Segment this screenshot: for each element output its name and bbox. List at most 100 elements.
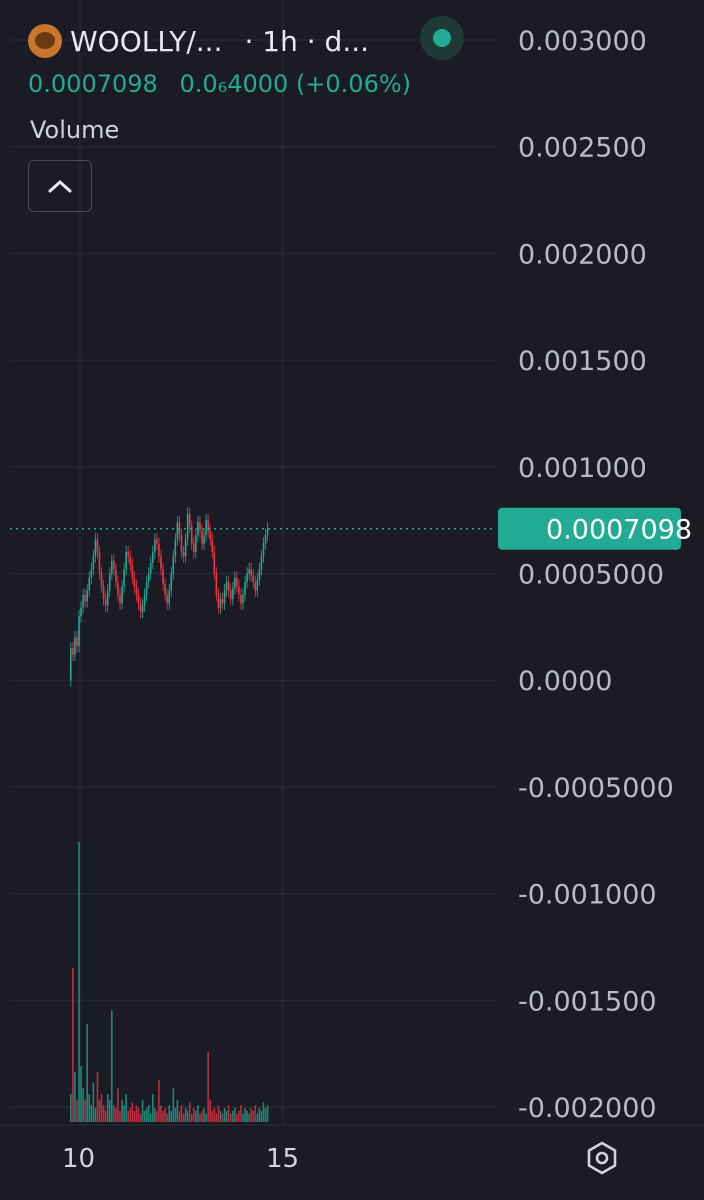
volume-bar xyxy=(149,1113,152,1122)
volume-bar xyxy=(242,1113,244,1122)
candle xyxy=(137,594,140,604)
candle xyxy=(145,582,148,595)
y-tick-label: 0.002500 xyxy=(518,133,647,164)
volume-indicator-label[interactable]: Volume xyxy=(30,116,120,144)
candle xyxy=(260,556,263,570)
volume-bar xyxy=(160,1105,162,1122)
candle xyxy=(74,637,76,655)
candle xyxy=(76,637,78,647)
candle xyxy=(139,603,142,612)
y-tick-label: 0.002000 xyxy=(518,239,647,270)
volume-bar xyxy=(127,1110,129,1122)
chevron-up-icon xyxy=(48,180,72,193)
candle xyxy=(219,599,222,608)
collapse-indicators-button[interactable] xyxy=(28,160,92,212)
candle xyxy=(78,616,80,647)
candle xyxy=(80,607,82,617)
symbol-label[interactable]: WOOLLY/... xyxy=(70,24,223,58)
volume-bar xyxy=(131,1102,134,1122)
volume-bar xyxy=(158,1080,160,1122)
volume-bar xyxy=(84,1099,86,1122)
candle xyxy=(190,526,193,544)
candle xyxy=(250,569,252,576)
candle xyxy=(121,586,123,604)
volume-bar xyxy=(72,968,74,1122)
chart-header[interactable]: WOOLLY/... · 1h · d... xyxy=(28,22,369,60)
candle xyxy=(209,530,211,540)
candle xyxy=(238,586,240,595)
volume-bar xyxy=(108,1099,111,1122)
candle xyxy=(102,586,105,600)
candle xyxy=(96,539,99,553)
volume-bar xyxy=(90,1105,93,1122)
volume-bar xyxy=(188,1102,191,1122)
volume-bar xyxy=(145,1108,148,1122)
candle xyxy=(186,513,189,540)
volume-bar xyxy=(250,1108,252,1122)
y-tick-label: -0.002000 xyxy=(518,1093,657,1124)
current-price-tag-text: 0.0007098 xyxy=(546,515,692,546)
candle xyxy=(152,552,154,563)
volume-bar xyxy=(209,1099,211,1122)
volume-bar xyxy=(135,1105,138,1122)
candle xyxy=(100,573,103,587)
candle xyxy=(254,582,257,591)
candle xyxy=(106,590,109,606)
volume-bar xyxy=(213,1108,216,1122)
chart-settings-icon[interactable] xyxy=(584,1140,620,1176)
volume-bar xyxy=(203,1108,205,1122)
candle xyxy=(205,520,207,536)
y-tick-label: 0.0000 xyxy=(518,666,612,697)
volume-bar xyxy=(248,1113,250,1122)
volume-bar xyxy=(260,1110,263,1122)
candle xyxy=(160,556,162,570)
volume-bar xyxy=(266,1105,269,1122)
price-summary: 0.0007098 0.0₆4000 (+0.06%) xyxy=(28,70,425,98)
candle xyxy=(104,599,107,606)
interval-label[interactable]: · 1h · d... xyxy=(244,24,370,58)
candle xyxy=(188,513,191,527)
candle xyxy=(180,535,183,553)
candle xyxy=(236,577,238,587)
candle xyxy=(123,569,125,587)
volume-bar xyxy=(207,1052,209,1122)
status-dot-icon xyxy=(433,29,451,47)
price-axis[interactable]: 0.003000 0.002500 0.002000 0.001500 0.001000… xyxy=(518,26,674,1124)
candle xyxy=(92,556,95,570)
current-price-tag: 0.0007098 xyxy=(498,507,692,550)
volume-bar xyxy=(221,1113,224,1122)
volume-bar xyxy=(190,1113,193,1122)
candle xyxy=(162,569,164,585)
candle xyxy=(258,569,261,580)
volume-bar xyxy=(123,1105,125,1122)
candle xyxy=(94,539,97,557)
candle xyxy=(234,577,236,589)
volume-bar xyxy=(172,1088,175,1122)
volume-bar xyxy=(246,1110,248,1122)
volume-bar xyxy=(193,1108,195,1122)
candle xyxy=(170,573,173,591)
candle xyxy=(264,535,267,544)
last-price: 0.0007098 xyxy=(28,70,158,98)
volume-bar xyxy=(115,1108,117,1122)
volume-bar xyxy=(76,1099,78,1122)
candle xyxy=(213,552,216,574)
candle xyxy=(115,569,117,583)
volume-bar xyxy=(174,1108,177,1122)
candle xyxy=(113,560,115,570)
candles xyxy=(70,507,269,687)
volume-bar xyxy=(217,1105,220,1122)
candle xyxy=(119,594,121,604)
candle xyxy=(182,552,185,557)
candle xyxy=(172,556,175,574)
candle xyxy=(207,520,209,531)
market-status-indicator xyxy=(420,16,464,60)
candle xyxy=(111,560,113,574)
candle xyxy=(90,569,93,578)
volume-bar xyxy=(227,1105,230,1122)
volume-bar xyxy=(256,1113,259,1122)
candle xyxy=(154,539,156,553)
volume-bar xyxy=(147,1105,150,1122)
volume-bar xyxy=(119,1110,121,1122)
